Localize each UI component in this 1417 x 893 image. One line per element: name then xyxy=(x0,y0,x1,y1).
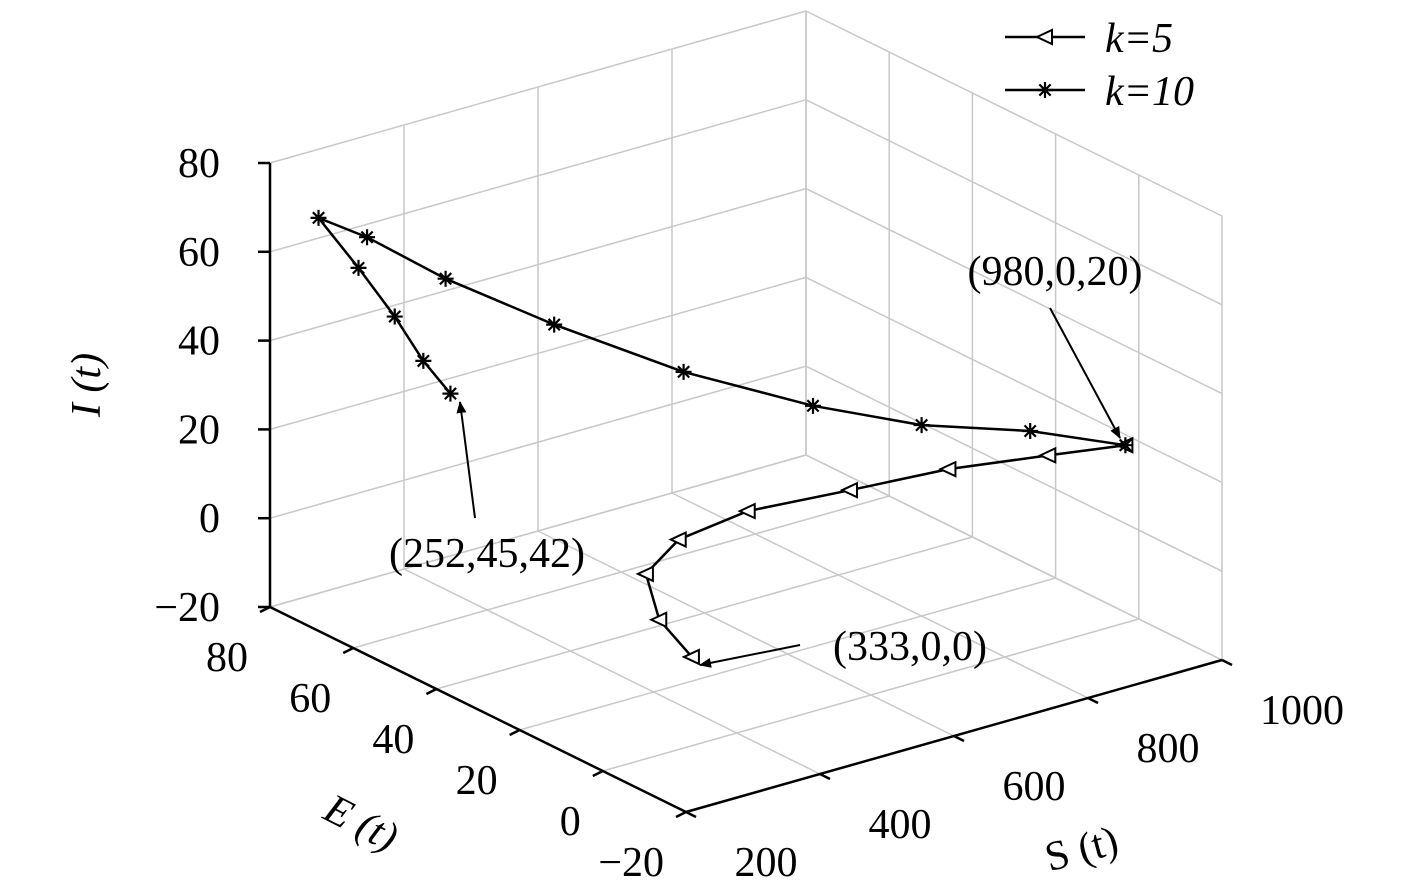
grid-line xyxy=(805,365,1223,572)
grid-line xyxy=(269,99,807,253)
plot-area: (980,0,20) (252,45,42) (333,0,0) xyxy=(310,209,1143,670)
data-point xyxy=(681,648,700,666)
y-axis-label: E (t) xyxy=(316,785,405,861)
grid-line xyxy=(805,454,1223,661)
legend-marker xyxy=(1034,28,1053,46)
grid-line xyxy=(805,187,1223,395)
y-tick xyxy=(592,769,604,778)
data-point xyxy=(442,385,459,402)
data-point xyxy=(938,460,957,478)
annotation: (980,0,20) xyxy=(968,249,1143,295)
grid-line xyxy=(269,10,807,164)
grid-line xyxy=(537,530,955,737)
y-tick xyxy=(509,728,521,737)
grid-line xyxy=(805,10,1223,217)
y-tick xyxy=(425,687,437,696)
grid-line xyxy=(352,495,890,649)
annotation: (333,0,0) xyxy=(833,624,987,670)
grid-line xyxy=(519,577,1056,731)
grid-line xyxy=(269,365,807,519)
grid-line xyxy=(805,99,1223,306)
grid-line xyxy=(403,568,821,775)
z-tick-label: 80 xyxy=(178,141,220,187)
data-point xyxy=(675,363,692,380)
data-point xyxy=(913,417,930,434)
legend-marker xyxy=(1037,82,1053,98)
data-point xyxy=(668,530,687,549)
data-point xyxy=(359,229,376,246)
data-point xyxy=(635,565,654,583)
z-axis-label: I (t) xyxy=(64,353,110,418)
x-tick xyxy=(685,810,697,819)
data-point xyxy=(415,352,432,369)
x-tick-label: 1000 xyxy=(1260,688,1344,734)
data-point xyxy=(310,209,327,226)
y-tick-label: 0 xyxy=(560,799,581,845)
y-tick-label: 20 xyxy=(456,758,498,804)
data-point xyxy=(737,502,756,520)
data-point xyxy=(386,308,403,325)
y-tick-label: −20 xyxy=(598,840,664,886)
legend-label: k=5 xyxy=(1105,16,1173,62)
y-axis xyxy=(269,605,687,814)
data-point xyxy=(839,481,859,499)
y-tick-label: 40 xyxy=(372,717,414,763)
x-tick xyxy=(953,734,965,743)
data-point xyxy=(350,259,367,276)
x-tick xyxy=(819,772,831,781)
y-tick xyxy=(259,605,271,614)
x-tick-label: 800 xyxy=(1137,726,1200,772)
x-axis-label: S (t) xyxy=(1040,818,1123,881)
y-tick xyxy=(675,810,687,819)
annotation-arrow xyxy=(699,644,801,668)
x-tick-label: 200 xyxy=(735,840,798,886)
z-tick-label: 60 xyxy=(178,230,220,276)
x-tick xyxy=(1221,658,1233,667)
data-point xyxy=(437,270,454,287)
z-tick-label: 20 xyxy=(178,407,220,453)
legend-label: k=10 xyxy=(1105,69,1194,115)
legend: k=5 k=10 xyxy=(1005,16,1194,115)
data-point xyxy=(1022,423,1039,440)
x-tick-label: 600 xyxy=(1003,764,1066,810)
y-tick-label: 80 xyxy=(206,635,248,681)
grid-line xyxy=(269,187,807,342)
x-tick xyxy=(1087,696,1099,705)
y-tick xyxy=(342,646,354,655)
z-tick-label: −20 xyxy=(154,585,220,631)
grid-line xyxy=(671,492,1089,699)
x-tick-label: 400 xyxy=(869,802,932,848)
y-tick-label: 60 xyxy=(289,676,331,722)
data-point xyxy=(1117,437,1134,454)
data-point xyxy=(546,316,563,333)
grid-line xyxy=(602,618,1140,772)
grid-line xyxy=(269,276,807,431)
annotation-arrow xyxy=(456,401,476,519)
annotation-arrow xyxy=(1049,307,1121,439)
grid-line xyxy=(436,536,973,690)
annotation: (252,45,42) xyxy=(389,531,585,577)
grid-line xyxy=(805,276,1223,484)
grid xyxy=(269,10,1223,813)
z-tick-label: 0 xyxy=(199,496,220,542)
grid-line xyxy=(269,454,807,608)
data-point xyxy=(1037,446,1057,464)
data-point xyxy=(648,611,668,629)
data-point xyxy=(805,397,821,414)
z-tick-label: 40 xyxy=(178,319,220,365)
